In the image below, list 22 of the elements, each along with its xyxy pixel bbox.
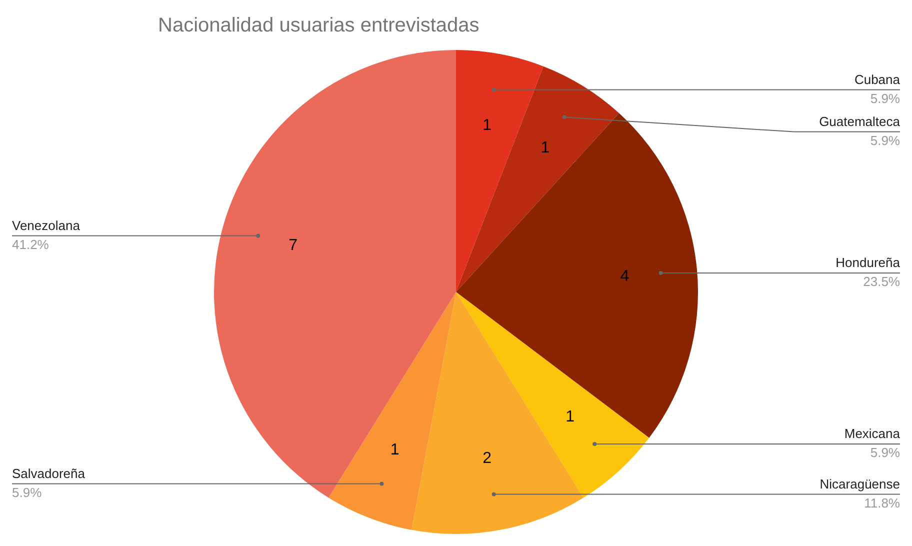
- slice-label: Guatemalteca: [819, 114, 901, 129]
- text: 5.9%: [870, 132, 900, 148]
- text: 5.9%: [12, 484, 42, 500]
- slice-label: Salvadoreña: [12, 466, 86, 481]
- data-label: 1: [566, 408, 575, 426]
- text: 23.5%: [863, 274, 900, 290]
- text: 5.9%: [870, 90, 900, 106]
- data-label: 2: [482, 450, 492, 467]
- text: 5.9%: [870, 445, 900, 460]
- chart-title: Nacionalidad usuarias entrevistadas: [158, 14, 480, 37]
- data-label: 4: [620, 268, 630, 285]
- slice-label: Cubana: [854, 72, 901, 87]
- slice-label: Hondureña: [836, 255, 901, 270]
- text: 11.8%: [864, 495, 900, 510]
- slice-label: Mexicana: [844, 426, 901, 442]
- data-label: 1: [390, 441, 400, 458]
- data-label: 1: [482, 116, 492, 134]
- text: 41.2%: [12, 236, 50, 252]
- slice-label: Nicaragüense: [820, 476, 900, 492]
- data-label: 1: [540, 139, 550, 156]
- data-label: 7: [288, 237, 298, 254]
- slice-label: Venezolana: [12, 218, 81, 233]
